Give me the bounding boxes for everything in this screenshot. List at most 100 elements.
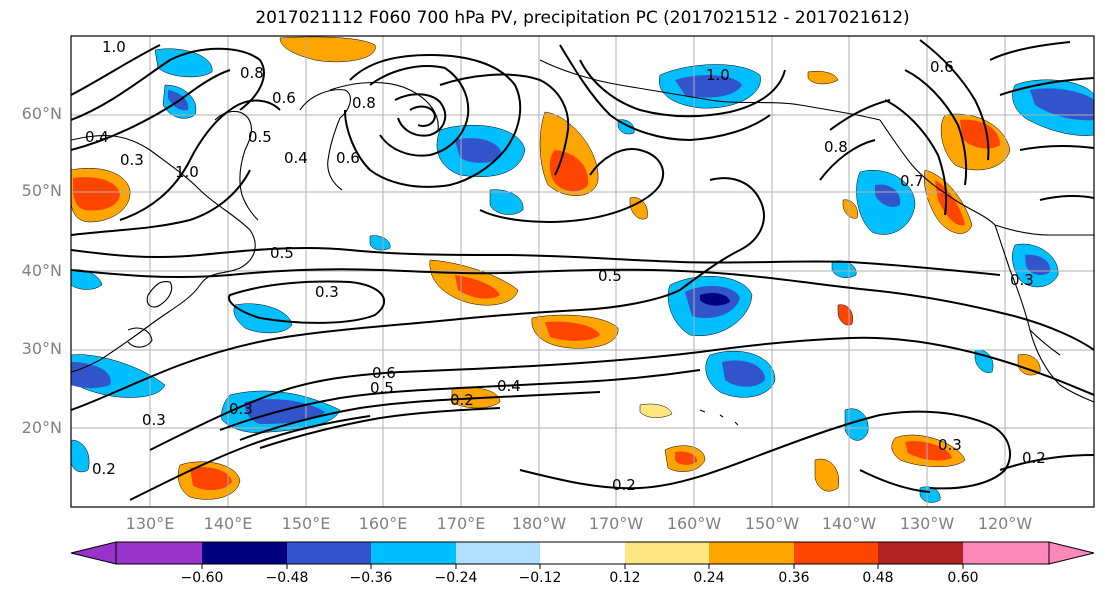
lon-label-150w: 150°W (744, 514, 800, 533)
precip-anomaly-region (1030, 88, 1094, 121)
precip-anomaly-region (842, 199, 858, 219)
map-title: 2017021112 F060 700 hPa PV, precipitatio… (255, 8, 910, 28)
colorbar-segment (287, 542, 371, 564)
lon-label-140w: 140°W (821, 514, 877, 533)
colorbar-tick-label: −0.36 (349, 570, 393, 586)
colorbar-tick-label: 0.12 (609, 570, 641, 586)
precip-anomaly-region (831, 260, 857, 278)
colorbar-tick-label: −0.60 (180, 570, 224, 586)
contour-label: 1.0 (175, 163, 199, 181)
precip-anomaly-region (639, 403, 673, 418)
colorbar-segment (371, 542, 456, 564)
precip-anomaly-region (629, 197, 648, 220)
contour-label: 0.2 (92, 460, 116, 478)
colorbar-tick-label: −0.48 (265, 570, 309, 586)
contour-label: 0.2 (612, 476, 636, 494)
colorbar-extend-high (1048, 541, 1095, 565)
precip-anomaly-region (675, 75, 742, 98)
precip-anomaly-region (154, 48, 213, 78)
lat-label-30n: 30°N (21, 339, 62, 358)
lon-label-130w: 130°W (899, 514, 955, 533)
lat-label-50n: 50°N (21, 181, 62, 200)
colorbar-segment (202, 542, 287, 564)
contour-label: 0.3 (1010, 271, 1034, 289)
contour-label: 0.6 (336, 149, 360, 167)
colorbar-frame (115, 541, 1050, 565)
lat-label-60n: 60°N (21, 104, 62, 123)
colorbar-tick-label: −0.12 (518, 570, 562, 586)
lon-label-140e: 140°E (203, 514, 253, 533)
contour-label: 0.8 (240, 64, 264, 82)
contour-label: 0.6 (372, 364, 396, 382)
precip-anomaly-region (807, 71, 839, 85)
precip-anomaly-region (369, 235, 391, 251)
lat-label-20n: 20°N (21, 418, 62, 437)
precip-anomaly-region (960, 119, 1000, 149)
colorbar-tick-label: 0.60 (947, 570, 979, 586)
contour-labels: 1.0 0.8 0.6 0.5 0.4 0.3 0.2 0.5 0.3 0.4 … (85, 38, 1046, 494)
precip-anomaly-region (549, 150, 589, 192)
lon-label-170e: 170°E (436, 514, 486, 533)
lon-label-160e: 160°E (358, 514, 408, 533)
colorbar-segment (625, 542, 709, 564)
contour-label: 0.5 (598, 267, 622, 285)
precip-anomaly-region (190, 467, 232, 491)
precip-anomaly-region (71, 439, 90, 473)
precip-anomaly-region (722, 360, 765, 387)
contour-label: 0.3 (315, 283, 339, 301)
contour-label: 0.8 (824, 138, 848, 156)
contour-label: 0.3 (120, 151, 144, 169)
contour-label: 0.6 (272, 89, 296, 107)
precip-anomaly-region (814, 458, 840, 492)
colorbar-segment (540, 542, 625, 564)
colorbar-segment (116, 542, 202, 564)
precip-anomaly-region (875, 184, 901, 207)
contour-label: 0.4 (284, 149, 308, 167)
pv-contours (71, 39, 1094, 501)
contour-label: 0.3 (938, 436, 962, 454)
precip-anomaly-region (489, 189, 524, 215)
contour-label: 0.2 (450, 391, 474, 409)
precip-anomaly-region (700, 292, 730, 306)
precip-anomaly-region (675, 451, 698, 465)
lon-label-130e: 130°E (125, 514, 175, 533)
contour-label: 0.3 (142, 411, 166, 429)
colorbar-tick-label: 0.24 (693, 570, 725, 586)
precip-anomaly-region (1017, 354, 1041, 376)
colorbar-tick-label: −0.24 (434, 570, 478, 586)
contour-label: 0.5 (370, 379, 394, 397)
precip-anomaly-region (905, 441, 952, 461)
lon-label-180w: 180°W (511, 514, 567, 533)
colorbar-extend-low (70, 541, 117, 565)
precip-anomaly-region (1025, 254, 1051, 276)
precip-anomaly-region (279, 36, 376, 63)
lon-label-150e: 150°E (281, 514, 331, 533)
contour-label: 0.4 (85, 128, 109, 146)
lat-label-40n: 40°N (21, 261, 62, 280)
contour-label: 0.2 (1022, 449, 1046, 467)
precip-anomaly-region (73, 177, 120, 211)
precip-anomaly-region (455, 138, 502, 163)
contour-label: 0.4 (497, 377, 521, 395)
lon-label-160w: 160°W (666, 514, 722, 533)
colorbar-segment (456, 542, 540, 564)
lon-label-120w: 120°W (977, 514, 1033, 533)
contour-label: 1.0 (102, 38, 126, 56)
colorbar-tick-label: 0.36 (778, 570, 810, 586)
colorbar-segment (794, 542, 878, 564)
colorbar-segment (963, 542, 1049, 564)
contour-label: 0.8 (352, 94, 376, 112)
precip-anomaly-region (837, 304, 853, 326)
colorbar (70, 541, 1095, 569)
colorbar-segment (709, 542, 794, 564)
colorbar-tick-label: 0.48 (862, 570, 894, 586)
map-frame (70, 35, 1095, 508)
contour-label: 0.5 (248, 128, 272, 146)
colorbar-segment (878, 542, 963, 564)
contour-label: 1.0 (706, 66, 730, 84)
contour-label: 0.7 (900, 172, 924, 190)
contour-label: 0.5 (270, 244, 294, 262)
contour-label: 0.3 (229, 400, 253, 418)
precip-anomaly-region (545, 321, 600, 341)
